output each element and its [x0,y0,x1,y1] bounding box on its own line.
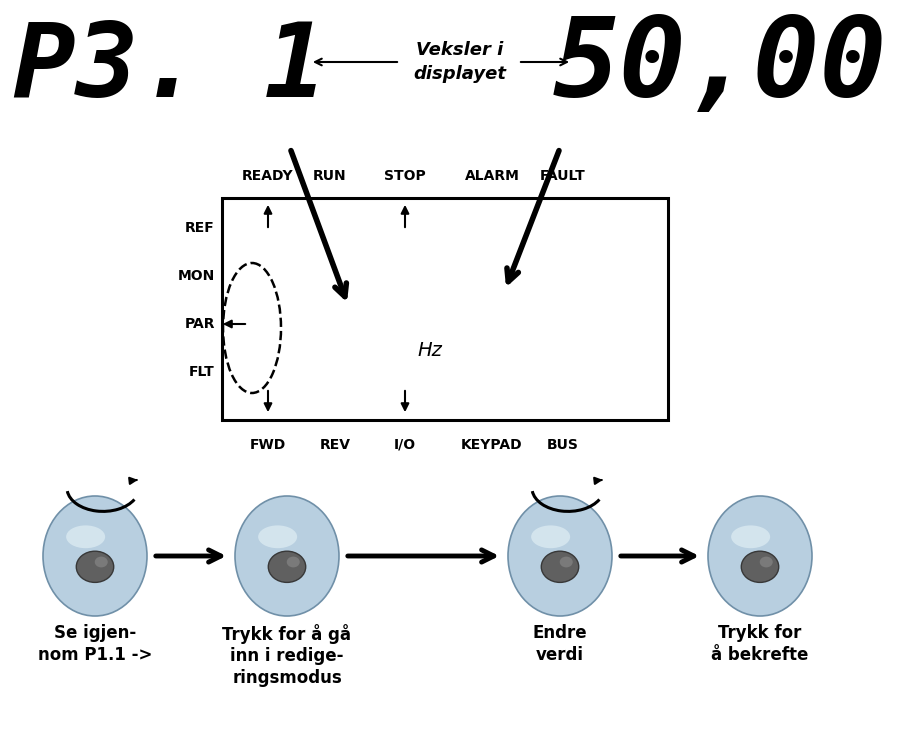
Ellipse shape [508,496,612,616]
Text: KEYPAD: KEYPAD [461,438,523,452]
Text: ALARM: ALARM [465,169,519,183]
Ellipse shape [531,526,570,548]
Text: Trykk for
å bekrefte: Trykk for å bekrefte [711,624,809,663]
Text: STOP: STOP [384,169,426,183]
Text: MON: MON [178,269,215,283]
Text: FLT: FLT [189,365,215,379]
Ellipse shape [760,556,772,567]
Text: PAR: PAR [185,317,215,331]
Text: READY: READY [242,169,294,183]
Text: REF: REF [186,221,215,235]
Ellipse shape [741,551,779,583]
Ellipse shape [95,556,108,567]
Text: 50,00: 50,00 [553,12,887,119]
Text: Se igjen-
nom P1.1 ->: Se igjen- nom P1.1 -> [38,624,152,663]
Text: Endre
verdi: Endre verdi [533,624,588,663]
Text: Trykk for å gå
inn i redige-
ringsmodus: Trykk for å gå inn i redige- ringsmodus [222,624,352,687]
Bar [222,198,668,420]
Ellipse shape [287,556,300,567]
Ellipse shape [560,556,573,567]
Text: RUN: RUN [313,169,347,183]
Text: BUS: BUS [547,438,579,452]
Text: I/O: I/O [394,438,416,452]
Ellipse shape [258,526,297,548]
Text: FWD: FWD [250,438,286,452]
Text: FAULT: FAULT [540,169,586,183]
Ellipse shape [43,496,147,616]
Ellipse shape [708,496,812,616]
Text: Hz: Hz [418,340,442,359]
Text: P3. 1: P3. 1 [13,18,327,118]
Ellipse shape [76,551,114,583]
Ellipse shape [268,551,306,583]
Text: Veksler i
displayet: Veksler i displayet [414,41,507,83]
Ellipse shape [541,551,579,583]
Ellipse shape [731,526,771,548]
Ellipse shape [66,526,105,548]
Text: REV: REV [319,438,351,452]
Ellipse shape [235,496,339,616]
